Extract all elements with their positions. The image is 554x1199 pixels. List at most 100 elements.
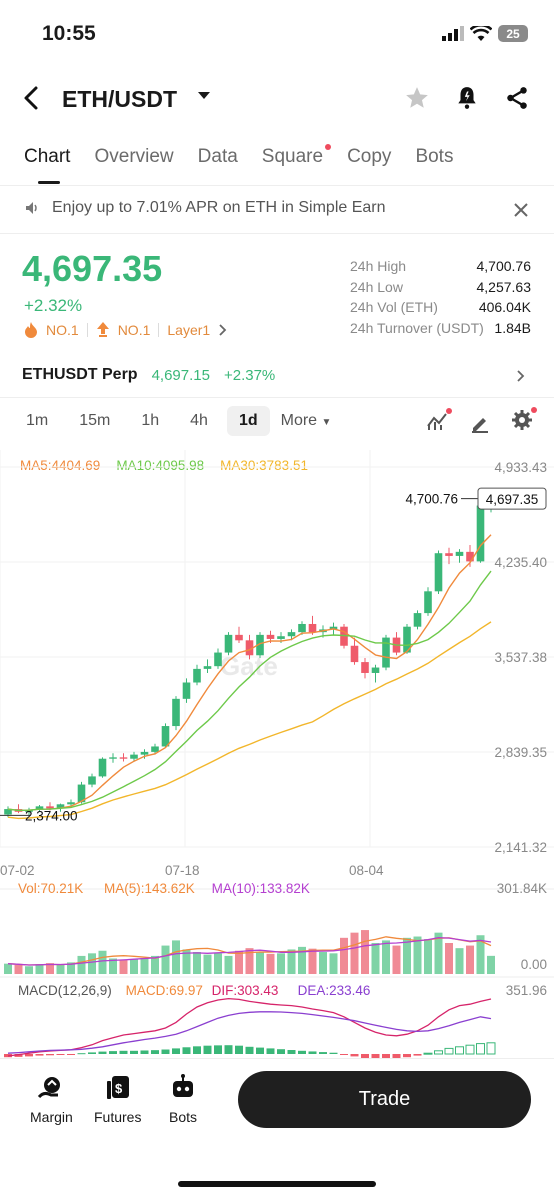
candle-body (119, 757, 128, 759)
volume-bar (130, 959, 138, 974)
macd-histogram-bar (130, 1050, 138, 1054)
tab-copy[interactable]: Copy (347, 146, 392, 167)
perp-name: ETHUSDT Perp (22, 366, 138, 383)
robot-icon (173, 1074, 193, 1097)
volume-bar (476, 935, 485, 974)
macd-histogram-bar (88, 1052, 96, 1054)
volume-legend-label: MA(10):133.82K (212, 881, 310, 896)
candle-body (56, 804, 65, 809)
timeframe-more-label: More (280, 412, 318, 429)
candle-body (4, 809, 12, 815)
perp-row[interactable]: ETHUSDT Perp 4,697.15 +2.37% (22, 366, 275, 384)
macd-legend-label: DEA:233.46 (298, 983, 371, 998)
macd-histogram-bar (298, 1050, 306, 1054)
candle-body (161, 726, 170, 747)
macd-histogram-bar (235, 1045, 243, 1054)
tab-overview[interactable]: Overview (94, 146, 174, 167)
chevron-right-icon[interactable] (516, 369, 526, 383)
candle-body (130, 754, 138, 759)
tab-square[interactable]: Square (261, 144, 332, 168)
tab-data[interactable]: Data (197, 146, 238, 167)
24h-stats: 24h High 4,700.76 24h Low 4,257.63 24h Vol… (350, 258, 531, 340)
macd-histogram-bar (361, 1054, 369, 1058)
status-time: 10:55 (42, 22, 96, 45)
status-icons: 25 (442, 25, 528, 42)
timeframe-1m[interactable]: 1m (26, 412, 49, 429)
divider (0, 185, 554, 186)
candle-body (35, 806, 44, 810)
nav-bots[interactable]: Bots (168, 1073, 198, 1125)
rank-badges[interactable]: NO.1 NO.1 Layer1 (24, 322, 228, 338)
pair-title[interactable]: ETH/USDT (62, 86, 177, 112)
price-tick-label: 4,933.43 (494, 460, 547, 475)
timeframe-1d[interactable]: 1d (226, 406, 270, 436)
volume-bar (109, 958, 117, 974)
macd-histogram-bar (193, 1046, 201, 1054)
candle-body (361, 662, 369, 673)
volume-bar (245, 948, 254, 974)
date-tick-label: 07-18 (165, 863, 200, 878)
notification-dot (531, 407, 537, 413)
stat-label: 24h Turnover (USDT) (350, 319, 484, 336)
timeframe-1h[interactable]: 1h (141, 412, 160, 429)
chart-tools (426, 407, 537, 435)
trade-button[interactable]: Trade (238, 1071, 531, 1128)
date-tick-label: 08-04 (349, 863, 384, 878)
divider (0, 397, 554, 398)
hot-rank: NO.1 (46, 322, 79, 338)
macd-histogram-bar (465, 1044, 475, 1055)
volume-bar (298, 946, 306, 974)
star-icon[interactable] (404, 85, 430, 111)
candle-body (235, 634, 243, 641)
candle-body (224, 634, 233, 653)
caret-down-icon: ▼ (321, 417, 332, 428)
candle-body (193, 668, 201, 683)
speaker-icon (26, 202, 37, 214)
macd-histogram-bar (392, 1054, 401, 1058)
volume-legend-label: MA(5):143.62K (104, 881, 195, 896)
candle-body (109, 757, 117, 759)
candle-body (350, 645, 359, 663)
nav-margin[interactable]: Margin (30, 1073, 73, 1125)
volume-bar (287, 949, 296, 974)
price-alert-icon[interactable] (454, 85, 480, 111)
close-icon[interactable] (514, 203, 528, 217)
candlestick-chart[interactable]: 4,933.43 4,235.40 3,537.38 2,839.35 2,141.32… (0, 450, 554, 1060)
timeframe-15m[interactable]: 15m (79, 412, 111, 429)
back-arrow-icon[interactable] (20, 85, 44, 111)
nav-bots-label: Bots (168, 1109, 197, 1125)
tab-bots[interactable]: Bots (415, 146, 454, 167)
macd-histogram-bar (455, 1046, 464, 1055)
candle-body (151, 746, 159, 752)
macd-legend-label: DIF:303.43 (212, 983, 279, 998)
timeframe-more[interactable]: More ▼ (277, 406, 344, 436)
pair-dropdown-icon[interactable] (198, 92, 210, 99)
chart-settings-button[interactable] (512, 407, 537, 435)
macd-histogram-bar (319, 1052, 327, 1054)
tab-square-label: Square (261, 146, 324, 167)
macd-histogram-bar (224, 1045, 233, 1054)
timeframe-4h[interactable]: 4h (190, 412, 208, 429)
macd-histogram-bar (350, 1054, 359, 1057)
volume-bar (319, 952, 327, 974)
tab-chart[interactable]: Chart (24, 146, 71, 167)
volume-bar (487, 955, 495, 974)
price-tick-label: 2,839.35 (494, 745, 547, 760)
signal-icon (442, 26, 464, 41)
candle-body (340, 626, 348, 646)
macd-histogram-bar (67, 1054, 75, 1055)
promo-banner[interactable]: Enjoy up to 7.01% APR on ETH in Simple E… (24, 199, 386, 217)
price-tick-label: 4,235.40 (494, 555, 547, 570)
share-icon[interactable] (504, 85, 530, 111)
macd-histogram-bar (245, 1046, 254, 1054)
main-tabs: Chart Overview Data Square Copy Bots (24, 144, 477, 168)
macd-histogram-bar (119, 1050, 128, 1054)
stat-label: 24h Vol (ETH) (350, 299, 438, 315)
indicators-button[interactable] (426, 408, 452, 435)
volume-axis-label: 0.00 (521, 957, 547, 972)
draw-tool-icon[interactable] (470, 413, 490, 433)
volume-axis-label: 301.84K (497, 881, 547, 896)
volume-bar (266, 953, 275, 974)
nav-futures[interactable]: $ Futures (94, 1073, 141, 1125)
stat-value: 4,257.63 (476, 278, 532, 295)
